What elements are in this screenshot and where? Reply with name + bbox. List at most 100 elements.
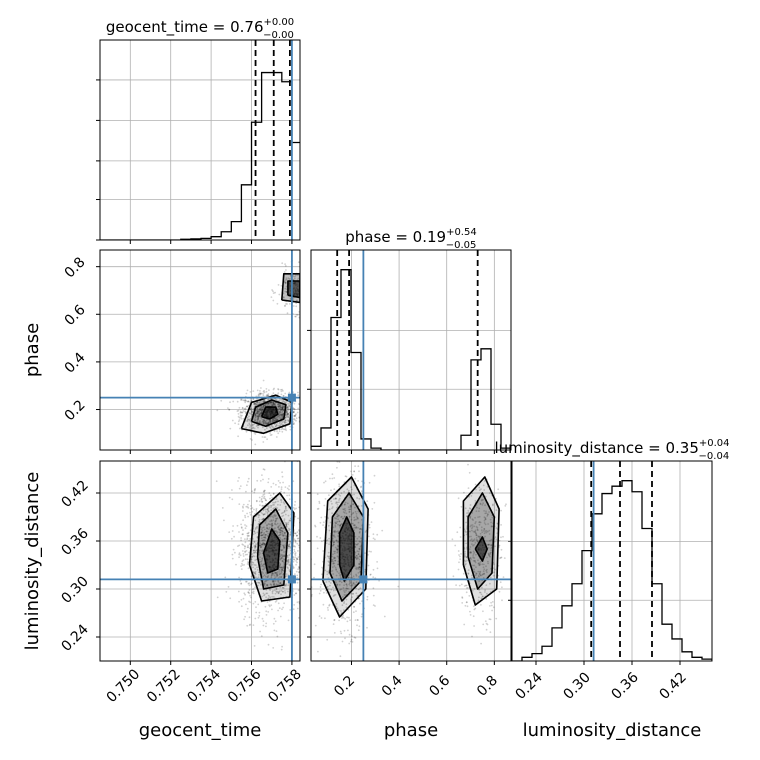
sample-point: [472, 519, 474, 521]
panel-geocent_time-vs-luminosity_distance: 0.240.300.360.42: [58, 460, 309, 665]
sample-point: [287, 416, 290, 419]
sample-point: [263, 526, 265, 529]
sample-point: [281, 408, 284, 410]
sample-point: [241, 550, 244, 552]
sample-point: [469, 517, 472, 519]
sample-point: [293, 504, 296, 506]
sample-point: [295, 413, 297, 415]
sample-point: [491, 504, 494, 507]
sample-point: [248, 500, 251, 502]
sample-point: [263, 491, 265, 493]
sample-point: [275, 399, 278, 401]
sample-point: [472, 530, 475, 533]
sample-point: [488, 529, 491, 532]
sample-point: [229, 597, 232, 600]
sample-point: [266, 394, 269, 397]
sample-point: [278, 534, 281, 537]
sample-point: [265, 530, 268, 532]
sample-point: [482, 577, 485, 579]
sample-point: [281, 540, 284, 543]
sample-point: [244, 593, 247, 596]
sample-point: [265, 511, 267, 513]
sample-point: [265, 614, 268, 616]
sample-point: [285, 575, 288, 577]
sample-point: [331, 570, 334, 572]
sample-point: [251, 588, 254, 591]
sample-point: [283, 551, 285, 553]
sample-point: [307, 430, 309, 432]
sample-point: [261, 543, 264, 546]
sample-point: [288, 545, 290, 548]
sample-point: [272, 501, 274, 504]
sample-point: [262, 421, 265, 424]
sample-point: [307, 562, 309, 564]
sample-point: [341, 640, 344, 643]
sample-point: [269, 520, 271, 523]
sample-point: [286, 405, 289, 408]
sample-point: [487, 562, 489, 565]
sample-point: [265, 622, 268, 625]
sample-point: [293, 402, 296, 405]
sample-point: [275, 416, 278, 419]
sample-point: [340, 588, 342, 591]
sample-point: [267, 422, 269, 425]
sample-point: [460, 553, 462, 555]
sample-point: [308, 293, 310, 295]
sample-point: [284, 279, 287, 281]
sample-point: [284, 428, 287, 430]
sample-point: [493, 571, 495, 574]
sample-point: [276, 571, 279, 573]
sample-point: [260, 408, 263, 411]
sample-point: [259, 408, 261, 411]
sample-point: [483, 510, 485, 512]
sample-point: [287, 420, 290, 423]
sample-point: [303, 308, 305, 310]
sample-point: [464, 540, 466, 542]
sample-point: [280, 571, 283, 574]
sample-point: [288, 528, 291, 531]
sample-point: [479, 503, 482, 506]
sample-point: [351, 474, 354, 476]
sample-point: [343, 503, 346, 506]
sample-point: [258, 415, 260, 418]
sample-point: [240, 539, 243, 542]
sample-point: [231, 557, 234, 560]
sample-point: [283, 545, 285, 548]
sample-point: [270, 574, 273, 577]
sample-point: [273, 501, 276, 504]
y-tick-label: 0.6: [62, 302, 89, 329]
sample-point: [264, 533, 267, 536]
sample-point: [481, 498, 483, 501]
sample-point: [228, 531, 231, 533]
sample-point: [255, 416, 257, 419]
sample-point: [349, 581, 352, 584]
sample-point: [335, 548, 338, 551]
sample-point: [494, 536, 497, 539]
sample-point: [279, 615, 282, 618]
sample-point: [259, 412, 261, 415]
sample-point: [304, 298, 306, 300]
sample-point: [324, 498, 327, 500]
sample-point: [306, 567, 308, 569]
sample-point: [465, 563, 467, 565]
sample-point: [340, 515, 343, 518]
sample-point: [488, 543, 490, 546]
sample-point: [252, 549, 255, 552]
sample-point: [482, 498, 484, 501]
sample-point: [357, 550, 360, 553]
sample-point: [273, 419, 276, 422]
sample-point: [257, 516, 260, 519]
sample-point: [237, 590, 240, 593]
sample-point: [471, 526, 474, 528]
sample-point: [287, 523, 290, 526]
sample-point: [271, 522, 273, 525]
sample-point: [358, 548, 361, 551]
sample-point: [466, 512, 468, 514]
sample-point: [249, 601, 252, 604]
sample-point: [273, 504, 275, 506]
sample-point: [280, 501, 283, 503]
sample-point: [489, 631, 492, 634]
x-axis-label: phase: [384, 720, 438, 741]
sample-point: [372, 537, 375, 540]
